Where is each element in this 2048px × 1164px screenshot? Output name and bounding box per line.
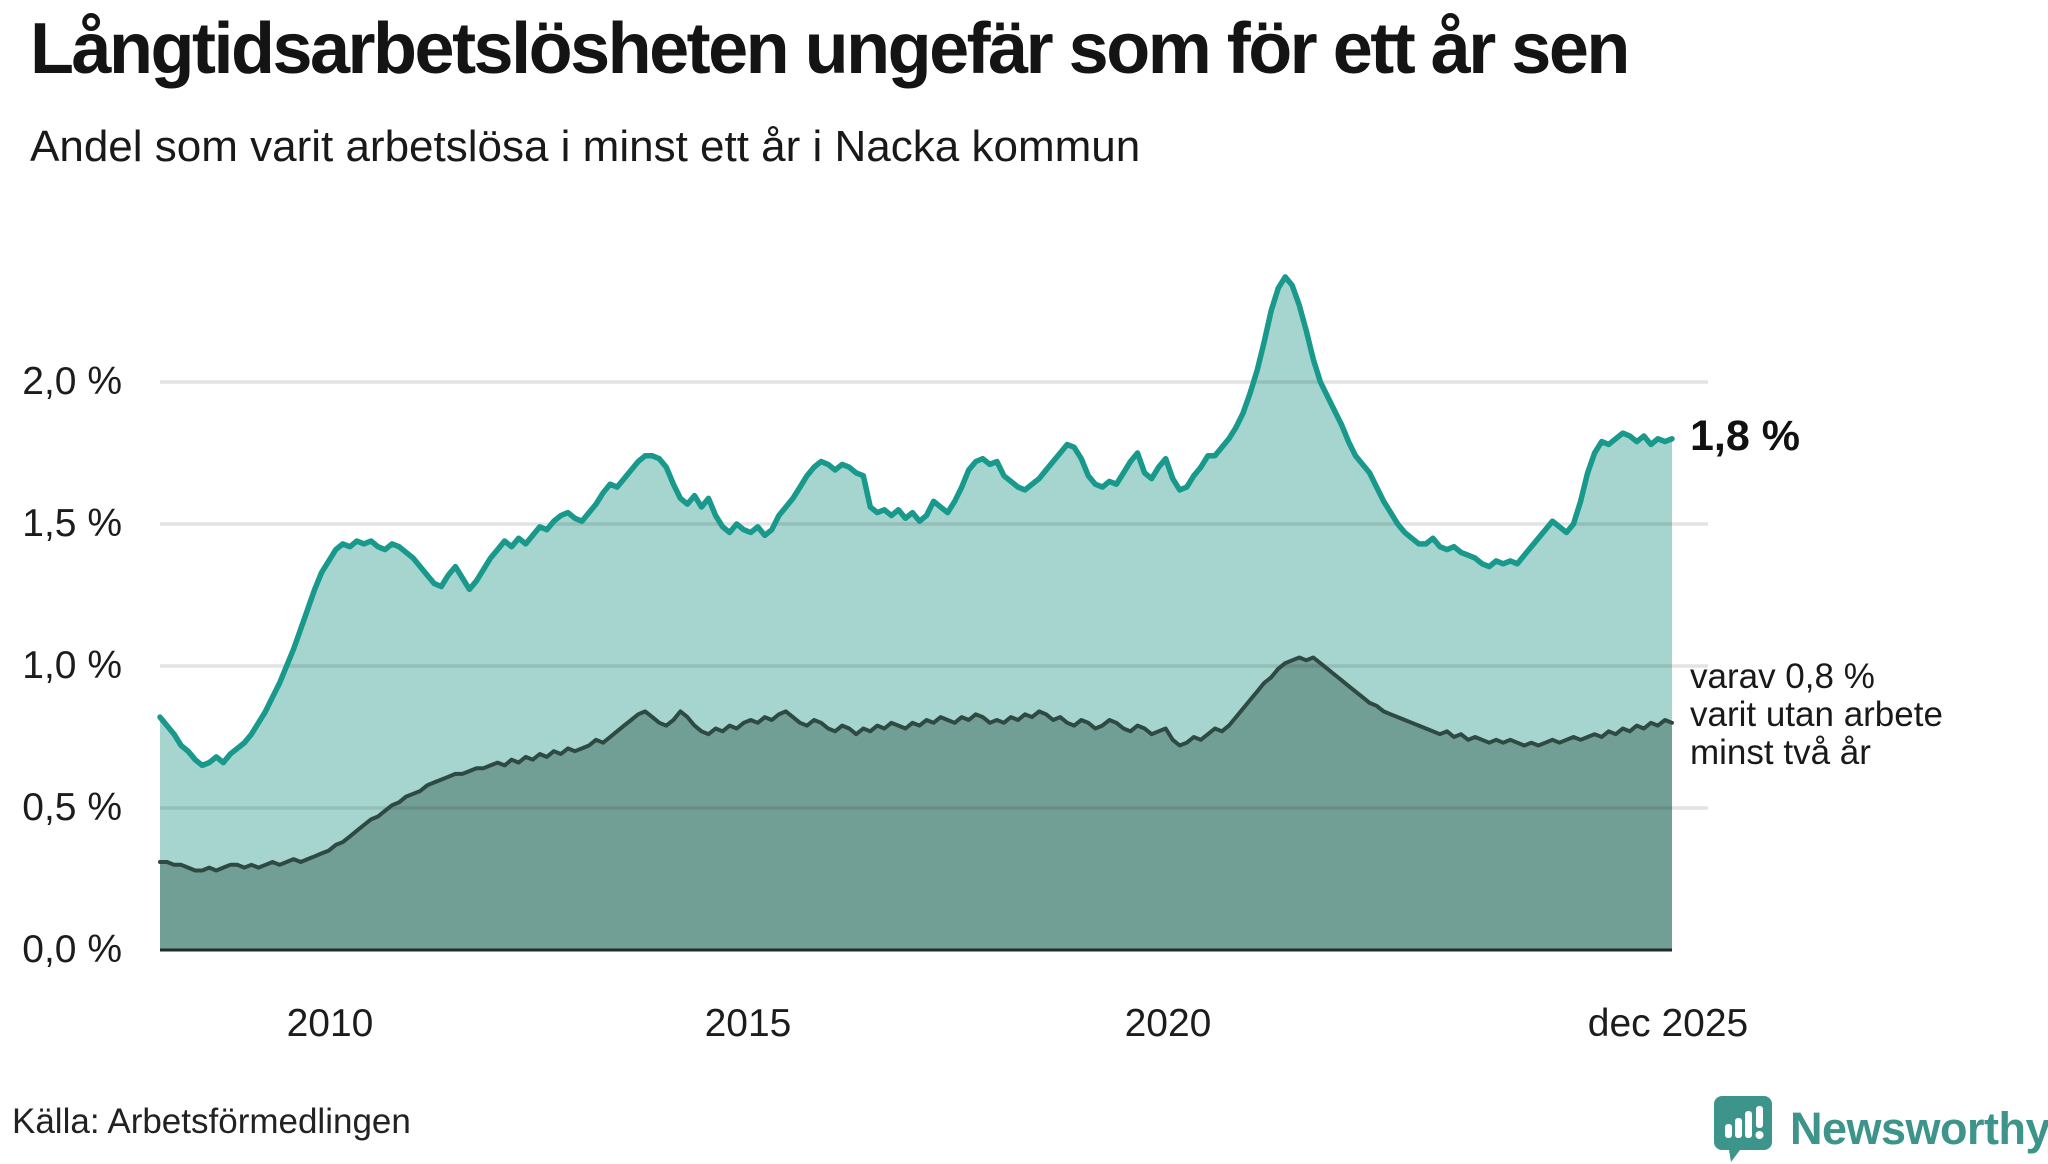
y-tick-label-2-0: 2,0 %	[22, 360, 122, 403]
series-two-years-area	[160, 657, 1672, 950]
x-tick-label-2015: 2015	[704, 1002, 792, 1045]
end-annotation-two-years: varav 0,8 % varit utan arbete minst två …	[1690, 658, 1943, 772]
newsworthy-wordmark: Newsworthy	[1790, 1103, 2048, 1154]
page-subtitle: Andel som varit arbetslösa i minst ett å…	[30, 122, 1141, 171]
newsworthy-logo: Newsworthy	[1712, 1094, 2048, 1164]
y-tick-label-0-0: 0,0 %	[22, 928, 122, 971]
end-annotation-line-1: varav 0,8 %	[1690, 657, 1875, 696]
x-tick-label-2010: 2010	[286, 1002, 374, 1045]
page-title: Långtidsarbetslösheten ungefär som för e…	[30, 9, 1630, 89]
end-annotation-line-3: minst två år	[1690, 733, 1871, 772]
end-annotation-line-2: varit utan arbete	[1690, 695, 1943, 734]
x-tick-label-2020: 2020	[1124, 1002, 1212, 1045]
series-two-years-line	[158, 655, 1674, 873]
gridlines	[160, 380, 1708, 810]
speech-bubble-bar-chart-icon	[1714, 1096, 1772, 1162]
y-tick-label-1-0: 1,0 %	[22, 644, 122, 687]
y-tick-label-1-5: 1,5 %	[22, 502, 122, 545]
series-one-year-line	[157, 274, 1675, 769]
source-label: Källa: Arbetsförmedlingen	[12, 1102, 411, 1141]
y-tick-label-0-5: 0,5 %	[22, 786, 122, 829]
end-value-label-one-year: 1,8 %	[1690, 412, 1800, 460]
x-tick-label-dec-2025: dec 2025	[1587, 1002, 1749, 1045]
